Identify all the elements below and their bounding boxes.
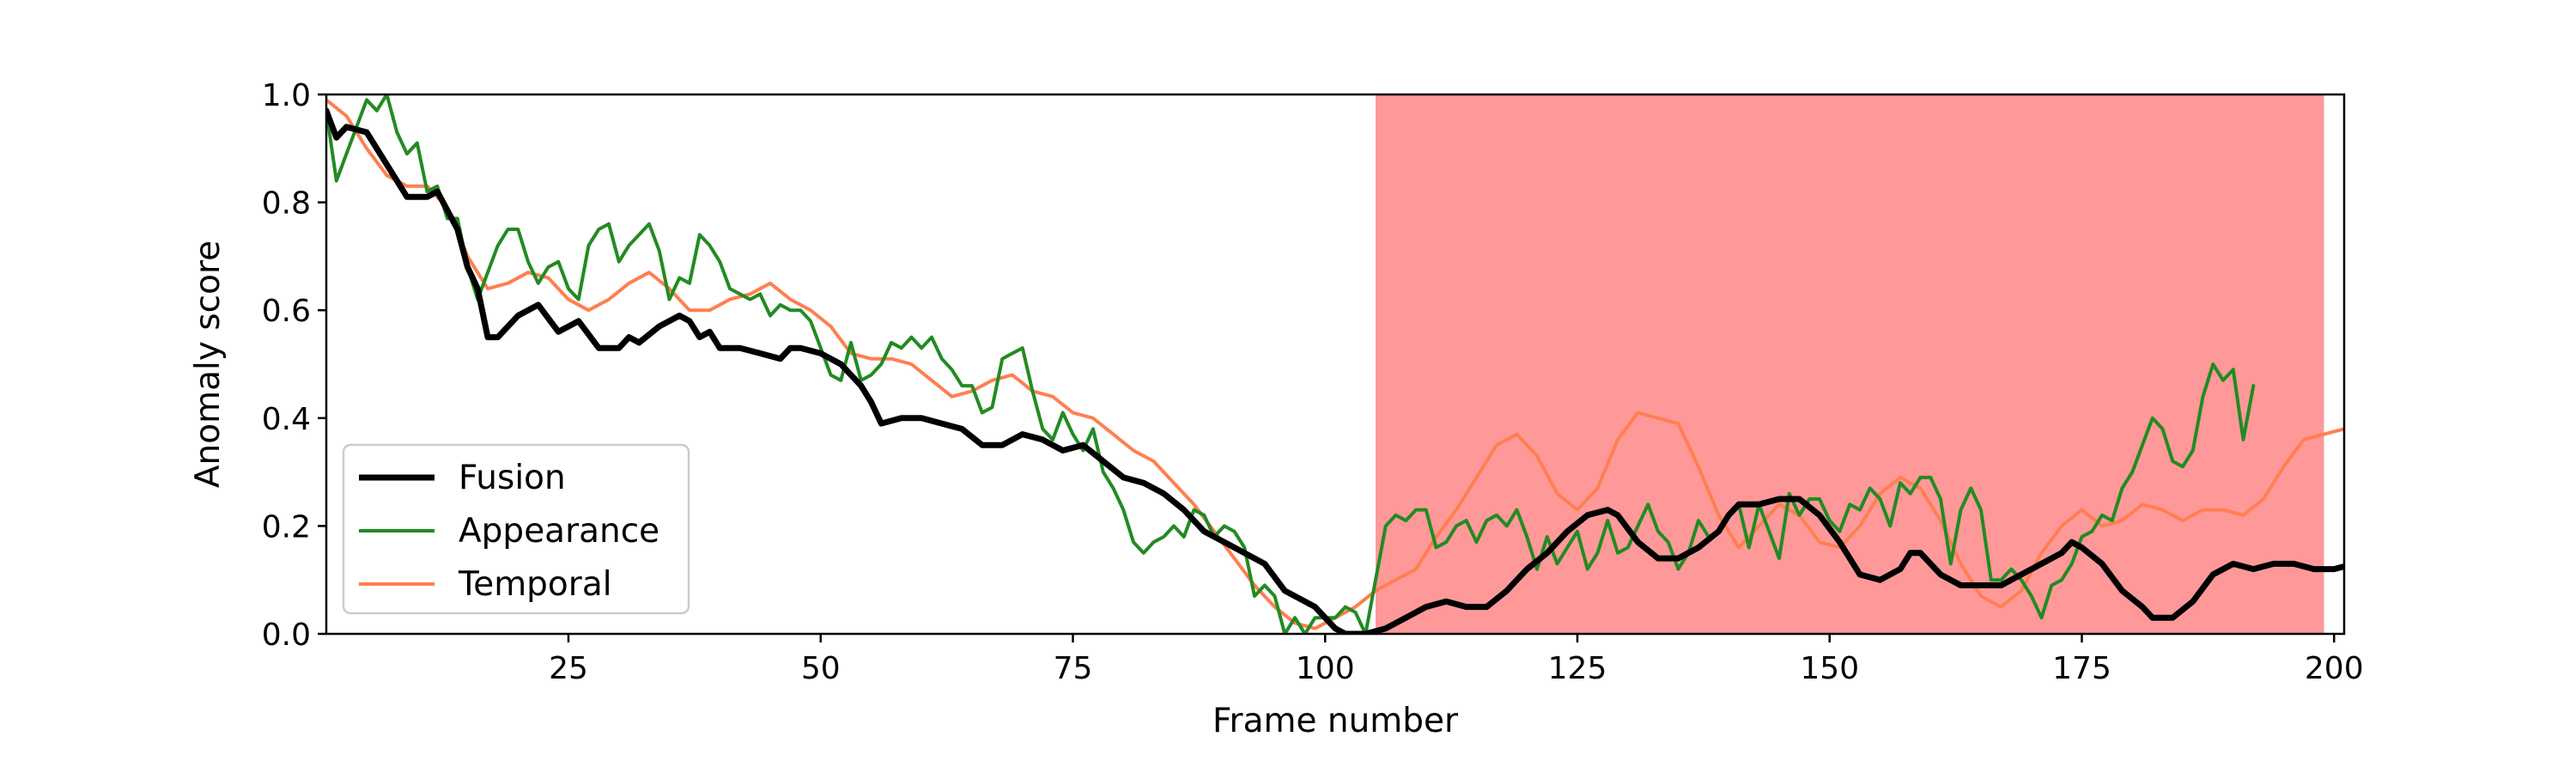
series-line-appearance bbox=[326, 94, 2256, 634]
y-tick-label: 0.0 bbox=[262, 618, 311, 653]
plot-frame bbox=[325, 93, 2346, 636]
anomaly-region bbox=[1376, 94, 2324, 634]
legend-label-fusion: Fusion bbox=[459, 459, 566, 497]
y-tick-label: 0.2 bbox=[262, 509, 311, 545]
x-axis-label: Frame number bbox=[1212, 702, 1459, 740]
y-tick-label: 0.4 bbox=[262, 402, 311, 437]
x-tick-label: 25 bbox=[549, 651, 588, 686]
x-tick-label: 125 bbox=[1548, 651, 1607, 686]
x-tick-label: 100 bbox=[1296, 651, 1355, 686]
series-line-fusion bbox=[326, 107, 2344, 634]
legend: Fusion Appearance Temporal bbox=[342, 443, 690, 615]
legend-label-temporal: Temporal bbox=[458, 565, 612, 604]
y-tick-label: 0.6 bbox=[262, 294, 311, 329]
legend-label-appearance: Appearance bbox=[459, 512, 659, 551]
x-tick-label: 200 bbox=[2305, 651, 2364, 686]
y-axis-label: Anomaly score bbox=[189, 240, 228, 488]
x-tick-label: 175 bbox=[2052, 651, 2111, 686]
y-tick-label: 1.0 bbox=[262, 78, 311, 113]
legend-box bbox=[342, 443, 690, 615]
x-tick-label: 50 bbox=[801, 651, 841, 686]
x-tick-label: 150 bbox=[1800, 651, 1859, 686]
series-line-temporal bbox=[326, 98, 2344, 630]
x-tick-label: 75 bbox=[1054, 651, 1093, 686]
y-tick-label: 0.8 bbox=[262, 186, 311, 222]
